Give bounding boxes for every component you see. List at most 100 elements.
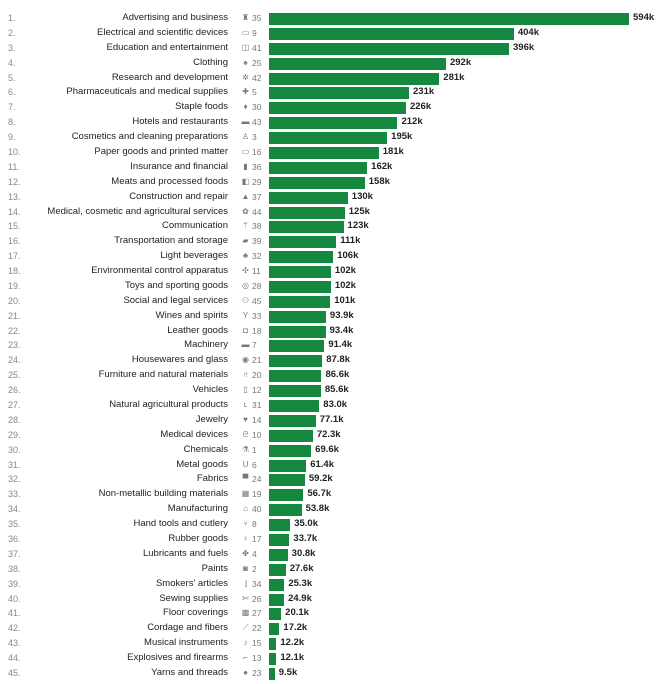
bar[interactable] xyxy=(269,221,344,234)
cigarette-icon: ⌋ xyxy=(243,578,248,588)
data-label: 56.7k xyxy=(307,488,332,500)
bar[interactable] xyxy=(269,534,290,546)
bar[interactable] xyxy=(269,191,348,204)
data-label: 195k xyxy=(391,131,413,143)
bar[interactable] xyxy=(269,667,275,680)
flask-icon: ⚗ xyxy=(241,444,250,454)
bar[interactable] xyxy=(269,132,388,145)
class-number: 45 xyxy=(252,295,262,306)
bar[interactable] xyxy=(269,72,440,85)
rank-label: 35. xyxy=(8,519,21,530)
bar[interactable] xyxy=(269,504,302,517)
bar[interactable] xyxy=(269,251,334,264)
bar[interactable] xyxy=(269,206,345,219)
bar[interactable] xyxy=(269,42,509,55)
data-label: 20.1k xyxy=(285,607,309,619)
category-label: Medical devices xyxy=(160,428,228,440)
stethoscope-icon: ᘓ xyxy=(242,429,249,439)
chart-row: 13. Construction and repair ▲ 37 130k xyxy=(0,191,665,205)
bar[interactable] xyxy=(269,563,286,576)
rank-label: 39. xyxy=(8,578,21,589)
rank-label: 33. xyxy=(8,489,21,500)
category-label: Chemicals xyxy=(183,443,228,455)
bar[interactable] xyxy=(269,638,277,651)
yarn-icon: ● xyxy=(243,667,248,677)
class-number: 42 xyxy=(252,72,262,83)
bar[interactable] xyxy=(269,280,331,293)
bar[interactable] xyxy=(269,57,446,70)
bar[interactable] xyxy=(269,325,326,338)
bar[interactable] xyxy=(269,340,325,353)
car-icon: ▯ xyxy=(243,385,248,395)
bar[interactable] xyxy=(269,146,379,159)
bar[interactable] xyxy=(269,236,337,249)
rank-label: 10. xyxy=(8,146,21,157)
category-label: Vehicles xyxy=(192,384,228,396)
bar[interactable] xyxy=(269,489,304,502)
category-label: Leather goods xyxy=(167,324,228,336)
class-number: 17 xyxy=(252,534,262,544)
bar[interactable] xyxy=(269,266,331,279)
class-number: 31 xyxy=(252,400,262,411)
category-label: Manufacturing xyxy=(167,503,228,515)
class-number: 32 xyxy=(252,251,262,262)
chart-row: 5. Research and development ✲ 42 281k xyxy=(0,72,665,86)
class-number: 33 xyxy=(252,310,262,321)
bar[interactable] xyxy=(269,385,321,398)
class-number: 14 xyxy=(252,414,262,425)
class-number: 1 xyxy=(252,444,257,455)
rank-label: 15. xyxy=(8,221,21,232)
class-number: 10 xyxy=(252,429,262,440)
rank-label: 29. xyxy=(8,429,21,440)
category-label: Education and entertainment xyxy=(106,41,228,53)
machine-icon: ▬ xyxy=(241,340,250,350)
bar[interactable] xyxy=(269,444,312,457)
bar[interactable] xyxy=(269,102,406,115)
bar[interactable] xyxy=(269,608,282,621)
bar[interactable] xyxy=(269,414,316,427)
chart-row: 29. Medical devices ᘓ 10 72.3k xyxy=(0,429,665,443)
bar[interactable] xyxy=(269,474,305,487)
bar[interactable] xyxy=(269,117,398,130)
category-label: Wines and spirits xyxy=(155,309,228,321)
bar[interactable] xyxy=(269,519,291,532)
bar[interactable] xyxy=(269,429,313,442)
chart-row: 37. Lubricants and fuels ✤ 4 30.8k xyxy=(0,548,665,562)
book-icon: ▭ xyxy=(241,146,250,156)
bar[interactable] xyxy=(269,295,331,308)
chart-row: 19. Toys and sporting goods ◎ 28 102k xyxy=(0,280,665,294)
chart-row: 38. Paints ◙ 2 27.6k xyxy=(0,563,665,577)
class-number: 35 xyxy=(252,13,262,23)
bottle-icon: ♦ xyxy=(243,102,248,112)
bar[interactable] xyxy=(269,355,323,368)
bar[interactable] xyxy=(269,370,322,383)
chart-row: 1. Advertising and business ♜ 35 594k xyxy=(0,12,665,26)
chart-row: 3. Education and entertainment ◫ 41 396k xyxy=(0,42,665,56)
chart-row: 7. Staple foods ♦ 30 226k xyxy=(0,101,665,115)
rank-label: 7. xyxy=(8,102,16,113)
chart-row: 45. Yarns and threads ● 23 9.5k xyxy=(0,667,665,681)
data-label: 111k xyxy=(340,235,361,247)
bar[interactable] xyxy=(269,593,285,606)
bar[interactable] xyxy=(269,87,409,100)
category-label: Paints xyxy=(201,562,228,574)
chart-row: 11. Insurance and financial ▮ 36 162k xyxy=(0,161,665,175)
data-label: 396k xyxy=(513,41,535,53)
data-label: 594k xyxy=(633,12,655,23)
bar[interactable] xyxy=(269,13,629,25)
category-label: Natural agricultural products xyxy=(109,399,228,411)
bar[interactable] xyxy=(269,653,277,666)
bar[interactable] xyxy=(269,161,368,174)
bar[interactable] xyxy=(269,310,326,323)
bar[interactable] xyxy=(269,176,365,189)
bar[interactable] xyxy=(269,548,288,561)
bar[interactable] xyxy=(269,27,514,40)
paint-bucket-icon: ◙ xyxy=(243,563,248,573)
data-label: 93.9k xyxy=(329,309,354,321)
bar[interactable] xyxy=(269,400,320,413)
data-label: 86.6k xyxy=(325,369,350,381)
bar[interactable] xyxy=(269,459,307,472)
bar[interactable] xyxy=(269,578,285,591)
bar[interactable] xyxy=(269,623,280,636)
data-label: 59.2k xyxy=(308,473,333,485)
